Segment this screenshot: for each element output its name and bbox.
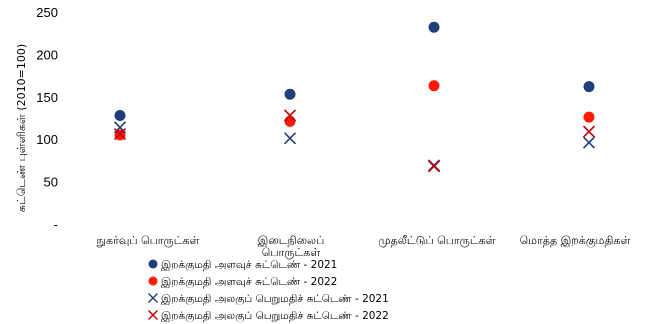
series-4-point bbox=[427, 160, 441, 173]
series-2-point bbox=[284, 115, 296, 127]
legend-marker bbox=[148, 276, 158, 286]
series-1-point bbox=[284, 88, 296, 100]
y-tick-label: - bbox=[54, 217, 58, 232]
series-1-point bbox=[583, 81, 595, 93]
series-1-point bbox=[114, 109, 126, 121]
legend-item: இறக்குமதி அளவுச் சுட்டெண் - 2022 bbox=[148, 276, 337, 290]
x-tick-label: முதலீட்டுப் பொருட்கள் bbox=[378, 234, 495, 247]
legend-marker bbox=[148, 293, 158, 303]
series-4-point bbox=[283, 109, 297, 122]
x-tick-label: மொத்த இறக்குமதிகள் bbox=[520, 234, 631, 249]
series-2-point bbox=[428, 80, 440, 92]
legend-item: இறக்குமதி அலகுப் பெறுமதிச் சுட்டெண் - 20… bbox=[148, 293, 389, 307]
legend-label: இறக்குமதி அலகுப் பெறுமதிச் சுட்டெண் - 20… bbox=[161, 293, 389, 307]
series-3-point bbox=[582, 136, 596, 149]
legend: இறக்குமதி அளவுச் சுட்டெண் - 2021 இறக்குமத… bbox=[148, 259, 389, 324]
series-2-point bbox=[583, 111, 595, 123]
y-axis: - 50 100 150 200 250 bbox=[36, 5, 58, 232]
data-marks bbox=[113, 21, 596, 173]
legend-label: இறக்குமதி அலகுப் பெறுமதிச் சுட்டெண் - 20… bbox=[161, 310, 389, 324]
x-tick-label: நுகர்வுப் பொருட்கள் bbox=[97, 234, 200, 247]
legend-item: இறக்குமதி அளவுச் சுட்டெண் - 2021 bbox=[148, 259, 337, 273]
legend-label: இறக்குமதி அளவுச் சுட்டெண் - 2022 bbox=[161, 276, 337, 290]
y-tick-label: 50 bbox=[44, 175, 58, 190]
legend-item: இறக்குமதி அலகுப் பெறுமதிச் சுட்டெண் - 20… bbox=[148, 310, 389, 324]
y-axis-label: சுட்டெண் புள்ளிகள் (2010=100) bbox=[15, 44, 28, 212]
series-4-point bbox=[582, 125, 596, 138]
series-4-point bbox=[113, 128, 127, 141]
y-tick-label: 100 bbox=[36, 132, 58, 147]
legend-marker bbox=[148, 310, 158, 320]
legend-label: இறக்குமதி அளவுச் சுட்டெண் - 2021 bbox=[161, 259, 337, 273]
legend-marker bbox=[148, 259, 158, 269]
y-tick-label: 150 bbox=[36, 90, 58, 105]
series-3-point bbox=[283, 132, 297, 145]
series-1-point bbox=[428, 21, 440, 33]
y-tick-label: 250 bbox=[36, 5, 58, 20]
y-tick-label: 200 bbox=[36, 47, 58, 62]
x-tick-label: இடைநிலைப் பொருட்கள் bbox=[258, 234, 325, 259]
x-axis: நுகர்வுப் பொருட்கள் இடைநிலைப் பொருட்கள் முத… bbox=[97, 234, 631, 259]
